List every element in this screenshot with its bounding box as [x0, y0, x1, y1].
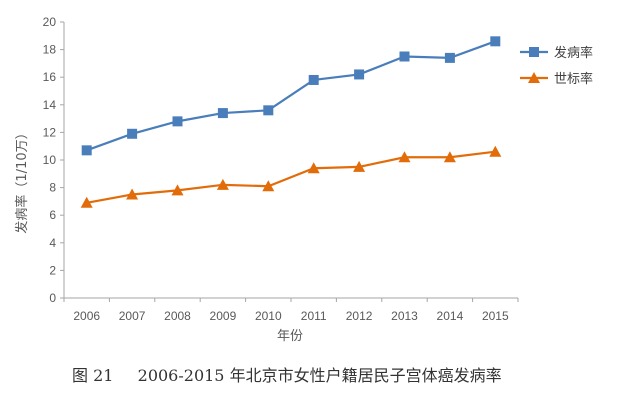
figure-caption-text: 2006-2015 年北京市女性户籍居民子宫体癌发病率 — [137, 366, 502, 385]
data-point — [217, 108, 228, 119]
data-point — [354, 69, 365, 80]
y-axis-label: 发病率（1/10万） — [14, 126, 30, 233]
legend-marker — [528, 72, 540, 83]
y-tick-label: 8 — [49, 181, 56, 195]
y-tick-label: 12 — [43, 125, 57, 139]
series-line — [86, 150, 496, 204]
x-tick-label: 2010 — [255, 309, 282, 323]
x-tick-label: 2013 — [391, 309, 418, 323]
y-tick-label: 2 — [49, 263, 56, 277]
x-tick-label: 2015 — [482, 309, 509, 323]
y-tick-label: 4 — [49, 236, 56, 250]
data-point — [172, 116, 183, 127]
legend-item: 发病率 — [520, 45, 593, 61]
y-tick-label: 0 — [49, 291, 56, 305]
chart-series — [80, 36, 502, 208]
x-tick-label: 2007 — [119, 309, 146, 323]
x-tick-label: 2014 — [437, 309, 464, 323]
legend-label: 发病率 — [554, 45, 593, 61]
x-axis-label: 年份 — [277, 329, 303, 344]
data-point — [443, 151, 456, 163]
data-point — [80, 196, 93, 208]
data-point — [353, 160, 366, 172]
data-point — [489, 145, 502, 157]
y-tick-label: 14 — [43, 98, 57, 112]
chart-axes — [60, 21, 519, 302]
x-tick-label: 2011 — [301, 309, 327, 323]
x-tick-label: 2012 — [346, 309, 373, 323]
figure-caption: 图 21 2006-2015 年北京市女性户籍居民子宫体癌发病率 — [72, 362, 632, 386]
series-1 — [81, 36, 501, 156]
data-point — [490, 36, 501, 47]
data-point — [171, 184, 184, 196]
data-point — [126, 188, 139, 200]
series-line — [86, 40, 496, 152]
y-tick-label: 18 — [43, 43, 57, 57]
legend-marker — [529, 47, 539, 57]
data-point — [307, 162, 320, 174]
data-point — [398, 151, 411, 163]
data-point — [127, 128, 138, 139]
y-tick-label: 10 — [43, 153, 57, 167]
data-point — [216, 178, 229, 190]
data-point — [308, 74, 319, 85]
data-point — [263, 105, 274, 116]
x-tick-labels: 2006 2007 2008 2009 2010 2011 2012 2013 2014 2015 — [73, 309, 509, 323]
y-tick-label: 20 — [43, 15, 57, 29]
data-point — [81, 145, 92, 156]
x-tick-label: 2009 — [210, 309, 237, 323]
figure-number: 图 21 — [72, 366, 114, 385]
legend-label: 世标率 — [554, 71, 593, 87]
x-tick-label: 2006 — [73, 309, 100, 323]
y-tick-labels: 0 2 4 6 8 10 12 14 16 18 20 — [43, 15, 57, 305]
data-point — [262, 180, 275, 192]
y-tick-label: 6 — [49, 208, 56, 222]
series-2 — [80, 145, 502, 208]
legend-item: 世标率 — [520, 71, 593, 87]
data-point — [399, 51, 410, 62]
x-tick-label: 2008 — [164, 309, 191, 323]
y-tick-label: 16 — [43, 70, 57, 84]
data-point — [444, 52, 455, 63]
